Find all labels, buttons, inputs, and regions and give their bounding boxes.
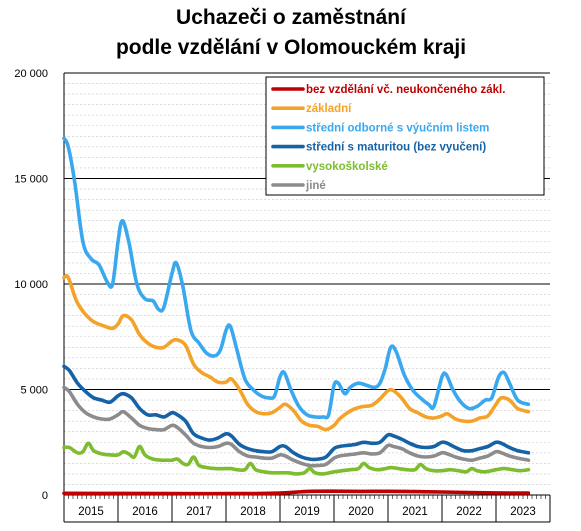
series-line-4 bbox=[62, 441, 531, 476]
legend-label: základní bbox=[306, 103, 352, 115]
y-tick-label: 15 000 bbox=[14, 174, 48, 186]
legend-box bbox=[265, 76, 545, 196]
x-tick-label: 2018 bbox=[240, 506, 266, 518]
y-tick-label: 0 bbox=[42, 490, 48, 502]
legend-label: jiné bbox=[305, 180, 326, 192]
legend-label: střední odborné s výučním listem bbox=[306, 122, 489, 134]
x-axis: 2015 2016 2017 2018 2019 2020 2021 2022 2023 bbox=[63, 73, 551, 523]
series-line-5 bbox=[62, 385, 531, 468]
x-tick-label: 2020 bbox=[348, 506, 374, 518]
x-tick-label: 2022 bbox=[456, 506, 482, 518]
series-line-1 bbox=[62, 274, 531, 432]
y-axis-tick-labels: 0 5 000 10 000 15 000 20 000 bbox=[14, 68, 48, 502]
chart-title-line1: Uchazeči o zaměstnání bbox=[176, 6, 407, 29]
legend-label: vysokoškolské bbox=[306, 161, 388, 173]
x-tick-label: 2019 bbox=[294, 506, 320, 518]
chart-title-line2: podle vzdělání v Olomouckém kraji bbox=[116, 36, 466, 59]
legend: bez vzdělání vč. neukončeného zákl. zákla… bbox=[265, 76, 545, 196]
series-lines bbox=[62, 136, 531, 496]
x-tick-label: 2015 bbox=[78, 506, 104, 518]
y-tick-label: 10 000 bbox=[14, 279, 48, 291]
series-line-3 bbox=[62, 364, 531, 462]
series-line-0 bbox=[62, 489, 531, 496]
y-tick-label: 20 000 bbox=[14, 68, 48, 80]
x-tick-label: 2021 bbox=[402, 506, 428, 518]
series-line-2 bbox=[62, 136, 531, 420]
x-tick-label: 2016 bbox=[132, 506, 158, 518]
legend-label: bez vzdělání vč. neukončeného zákl. bbox=[306, 84, 505, 96]
x-tick-label: 2023 bbox=[510, 506, 536, 518]
x-tick-label: 2017 bbox=[186, 506, 212, 518]
y-tick-label: 5 000 bbox=[20, 385, 48, 397]
legend-label: střední s maturitou (bez vyučení) bbox=[306, 142, 486, 154]
